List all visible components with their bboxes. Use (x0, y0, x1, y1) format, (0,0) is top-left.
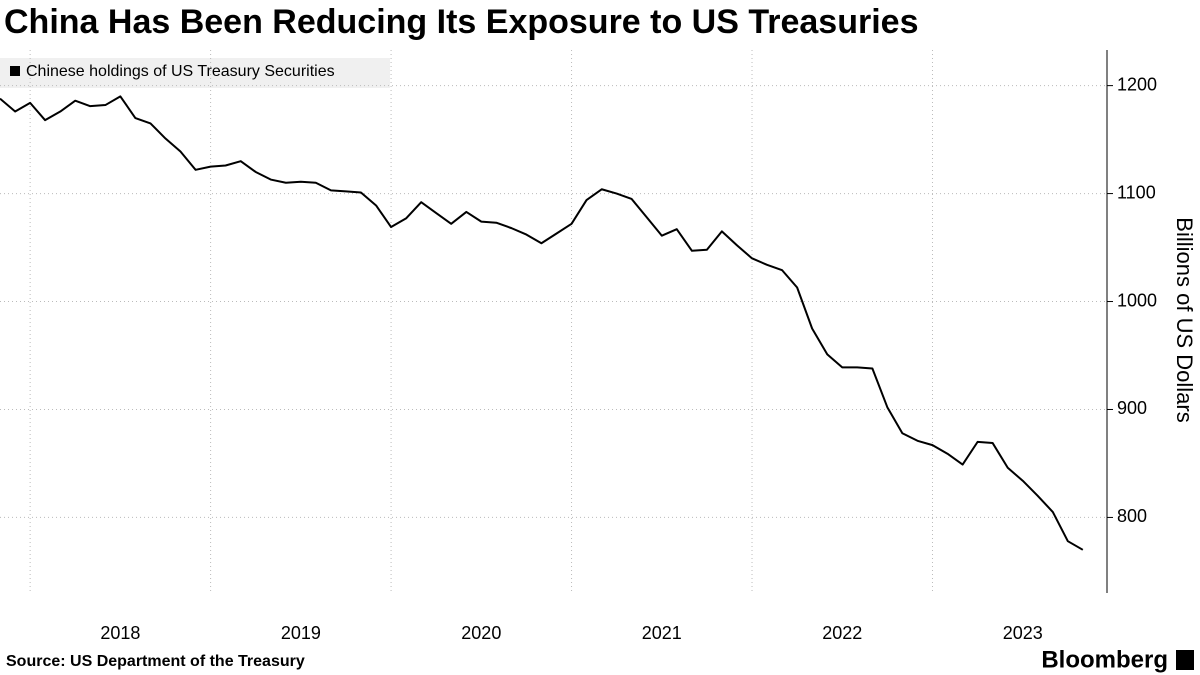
x-tick-label: 2019 (281, 623, 321, 643)
line (0, 95, 1084, 551)
x-tick-label: 2022 (822, 623, 862, 643)
x-tick-label: 2018 (100, 623, 140, 643)
brand-icon (1176, 650, 1194, 670)
legend-swatch (10, 66, 20, 76)
y-tick-label: 1100 (1117, 182, 1156, 202)
y-tick-label: 1000 (1117, 290, 1157, 310)
y-tick-label: 800 (1117, 506, 1147, 526)
legend-box (0, 58, 390, 88)
y-axis-label: Billions of US Dollars (1172, 217, 1197, 422)
x-tick-label: 2020 (461, 623, 501, 643)
legend-label: Chinese holdings of US Treasury Securiti… (26, 63, 335, 80)
chart-title: China Has Been Reducing Its Exposure to … (4, 3, 918, 41)
brand: Bloomberg (1041, 646, 1168, 673)
y-tick-label: 1200 (1117, 74, 1157, 94)
x-tick-label: 2021 (642, 623, 682, 643)
source: Source: US Department of the Treasury (6, 653, 305, 670)
y-tick-label: 900 (1117, 398, 1147, 418)
x-tick-label: 2023 (1003, 623, 1043, 643)
